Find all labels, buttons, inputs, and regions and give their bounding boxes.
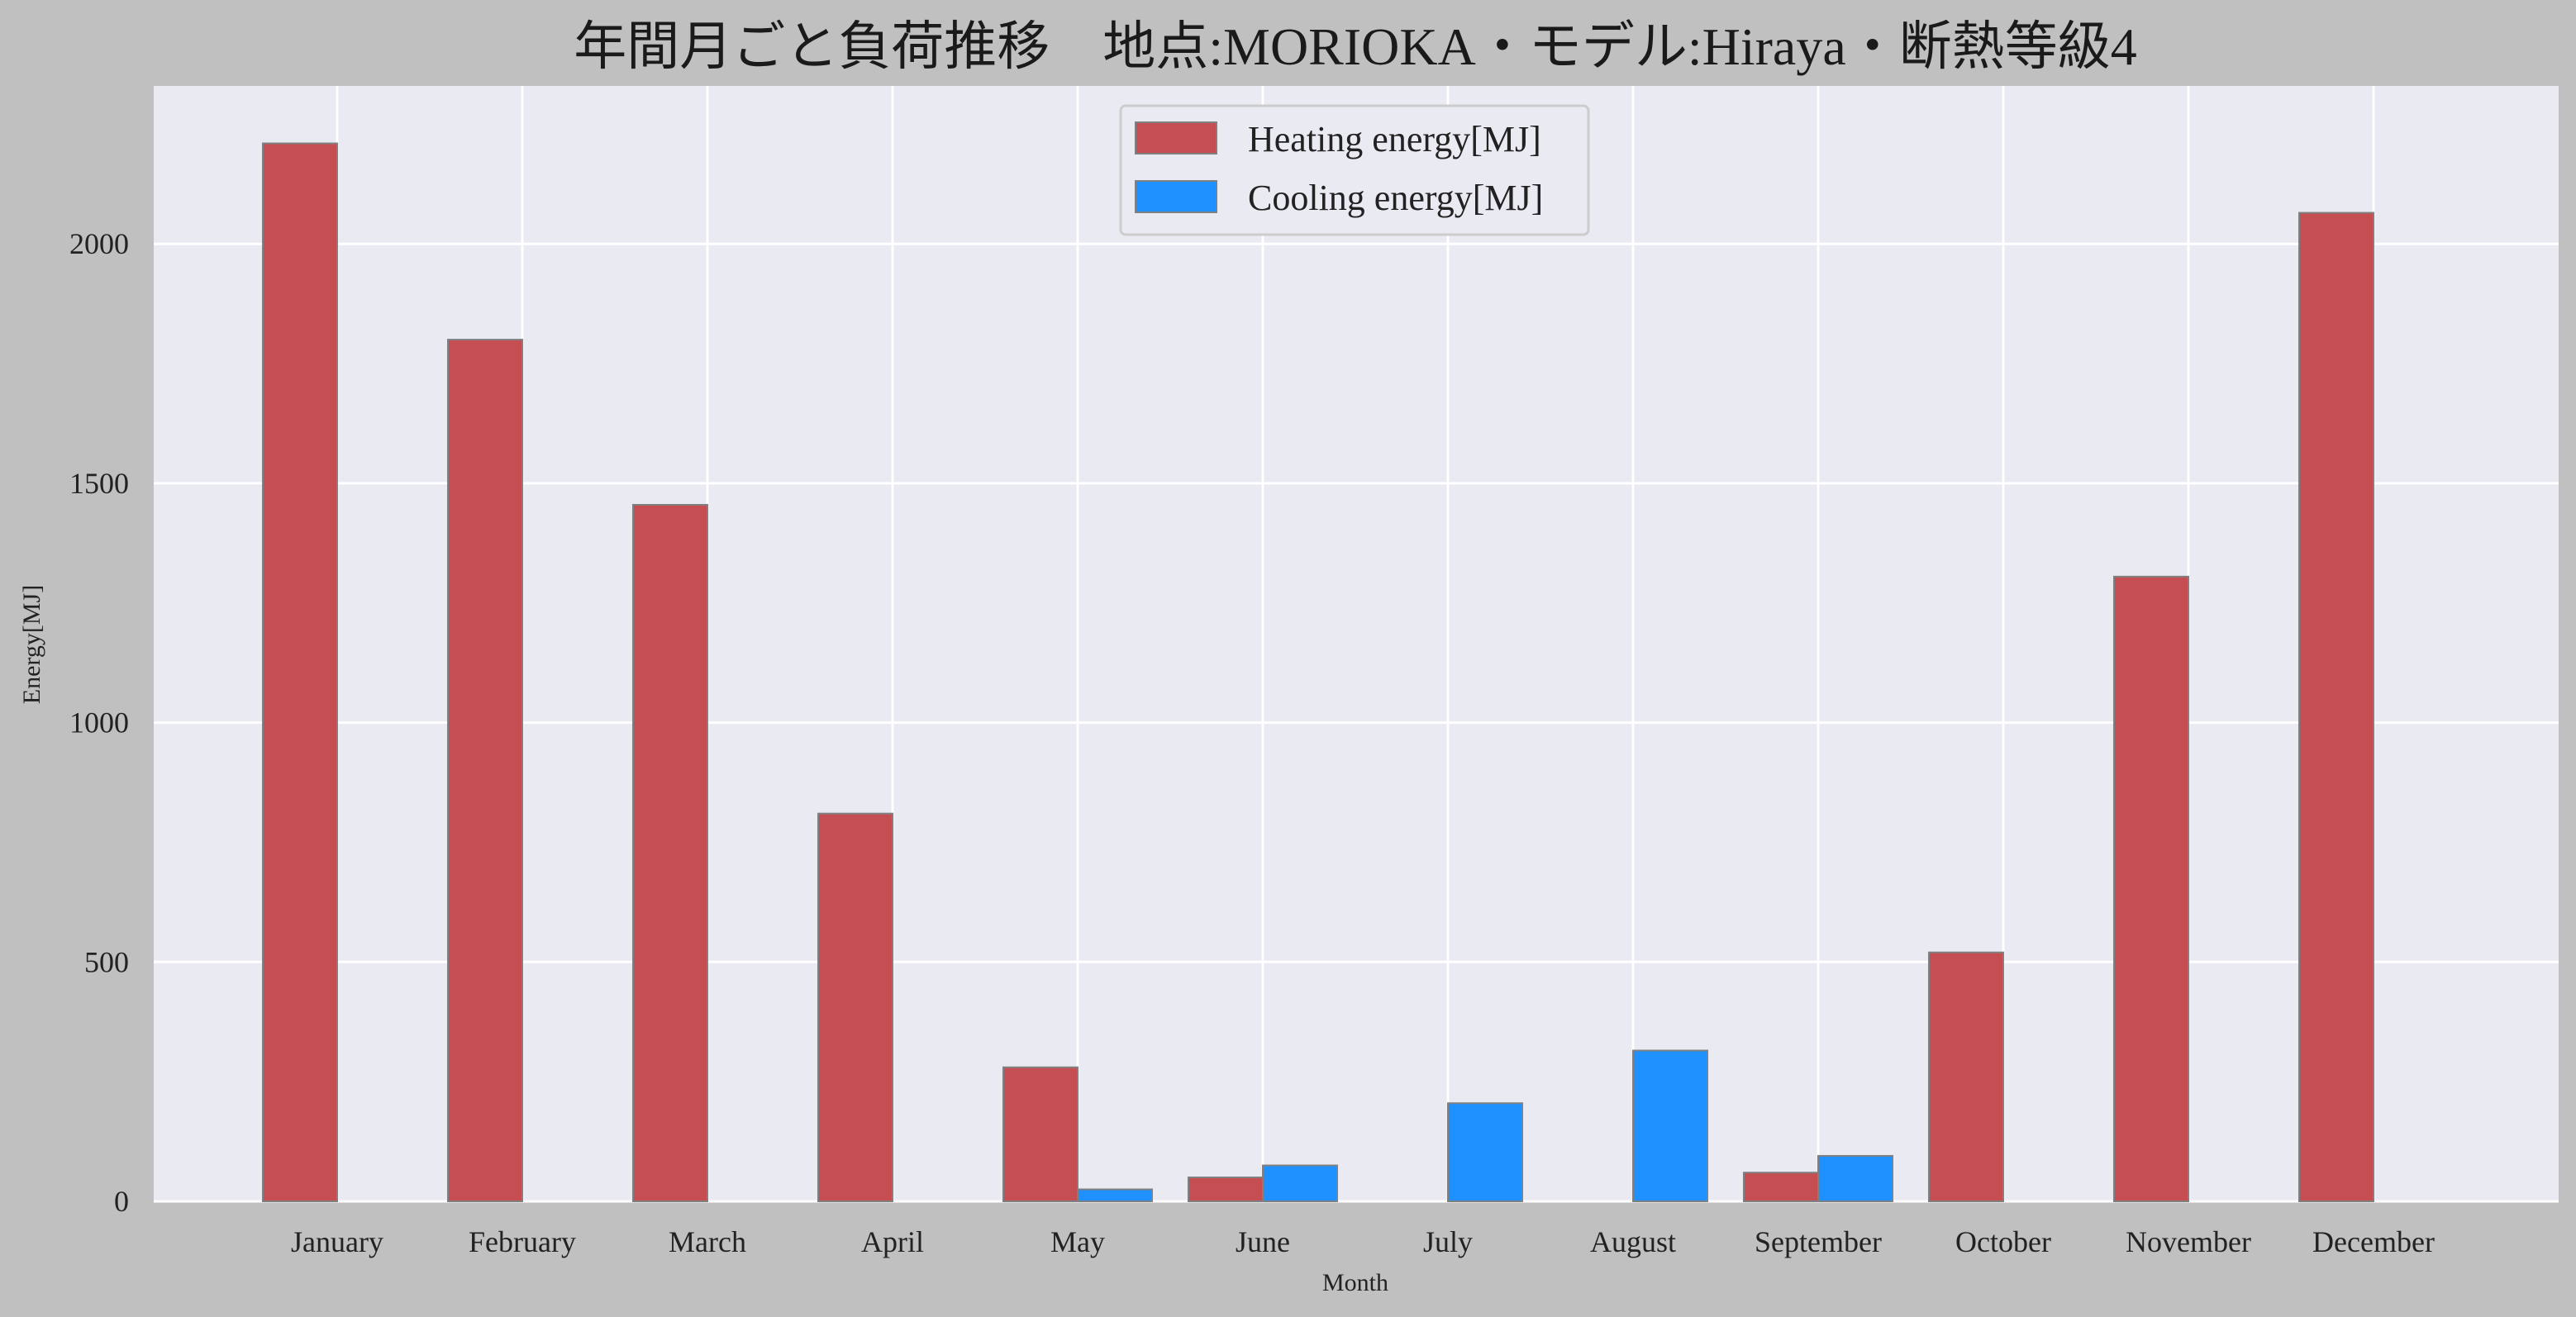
heating-bar <box>2298 212 2374 1202</box>
cooling-bar <box>1632 1049 1708 1202</box>
y-tick-label: 1500 <box>69 467 129 500</box>
legend-swatch-heating <box>1135 121 1217 155</box>
legend-label-heating: Heating energy[MJ] <box>1248 119 1541 159</box>
legend-label-cooling: Cooling energy[MJ] <box>1248 178 1543 218</box>
x-tick-label: September <box>1755 1225 1882 1258</box>
y-tick-label: 0 <box>114 1185 129 1218</box>
x-tick-label: May <box>1050 1225 1105 1258</box>
grid <box>154 86 2559 1203</box>
cooling-bar <box>1077 1188 1153 1202</box>
bars <box>262 142 2374 1203</box>
heating-bar <box>262 142 338 1202</box>
heating-bar <box>1743 1172 1819 1203</box>
x-tick-label: December <box>2312 1225 2435 1258</box>
heating-bar <box>632 503 708 1202</box>
x-tick-label: July <box>1423 1225 1473 1258</box>
heating-bar <box>1002 1066 1078 1202</box>
y-tick-label: 500 <box>84 945 129 978</box>
heating-bar <box>1188 1177 1264 1202</box>
heating-bar <box>2113 575 2189 1202</box>
heating-bar <box>817 812 893 1202</box>
y-axis-label: Energy[MJ] <box>18 585 45 704</box>
x-tick-label: August <box>1590 1225 1676 1258</box>
y-tick-label: 1000 <box>69 706 129 739</box>
x-axis-label: Month <box>1322 1269 1388 1296</box>
x-tick-label: March <box>669 1225 746 1258</box>
legend: Heating energy[MJ] Cooling energy[MJ] <box>1119 104 1590 236</box>
cooling-bar <box>1262 1164 1338 1202</box>
y-ticks: 0 500 1000 1500 2000 <box>69 227 129 1218</box>
chart-title: 年間月ごと負荷推移 地点:MORIOKA・モデル:Hiraya・断熱等級4 <box>574 17 2136 76</box>
legend-swatch-cooling <box>1135 180 1217 213</box>
heating-bar <box>1928 951 2004 1202</box>
cooling-bar <box>1817 1154 1893 1202</box>
x-tick-label: June <box>1236 1225 1290 1258</box>
x-tick-label: February <box>469 1225 576 1258</box>
y-tick-label: 2000 <box>69 227 129 260</box>
x-tick-label: October <box>1955 1225 2051 1258</box>
x-tick-label: January <box>291 1225 383 1258</box>
x-ticks: January February March April May June July Augu… <box>291 1225 2435 1258</box>
x-tick-label: April <box>861 1225 924 1258</box>
x-tick-label: November <box>2126 1225 2251 1258</box>
heating-bar <box>447 339 523 1202</box>
legend-box <box>1119 104 1590 236</box>
cooling-bar <box>1447 1102 1523 1202</box>
